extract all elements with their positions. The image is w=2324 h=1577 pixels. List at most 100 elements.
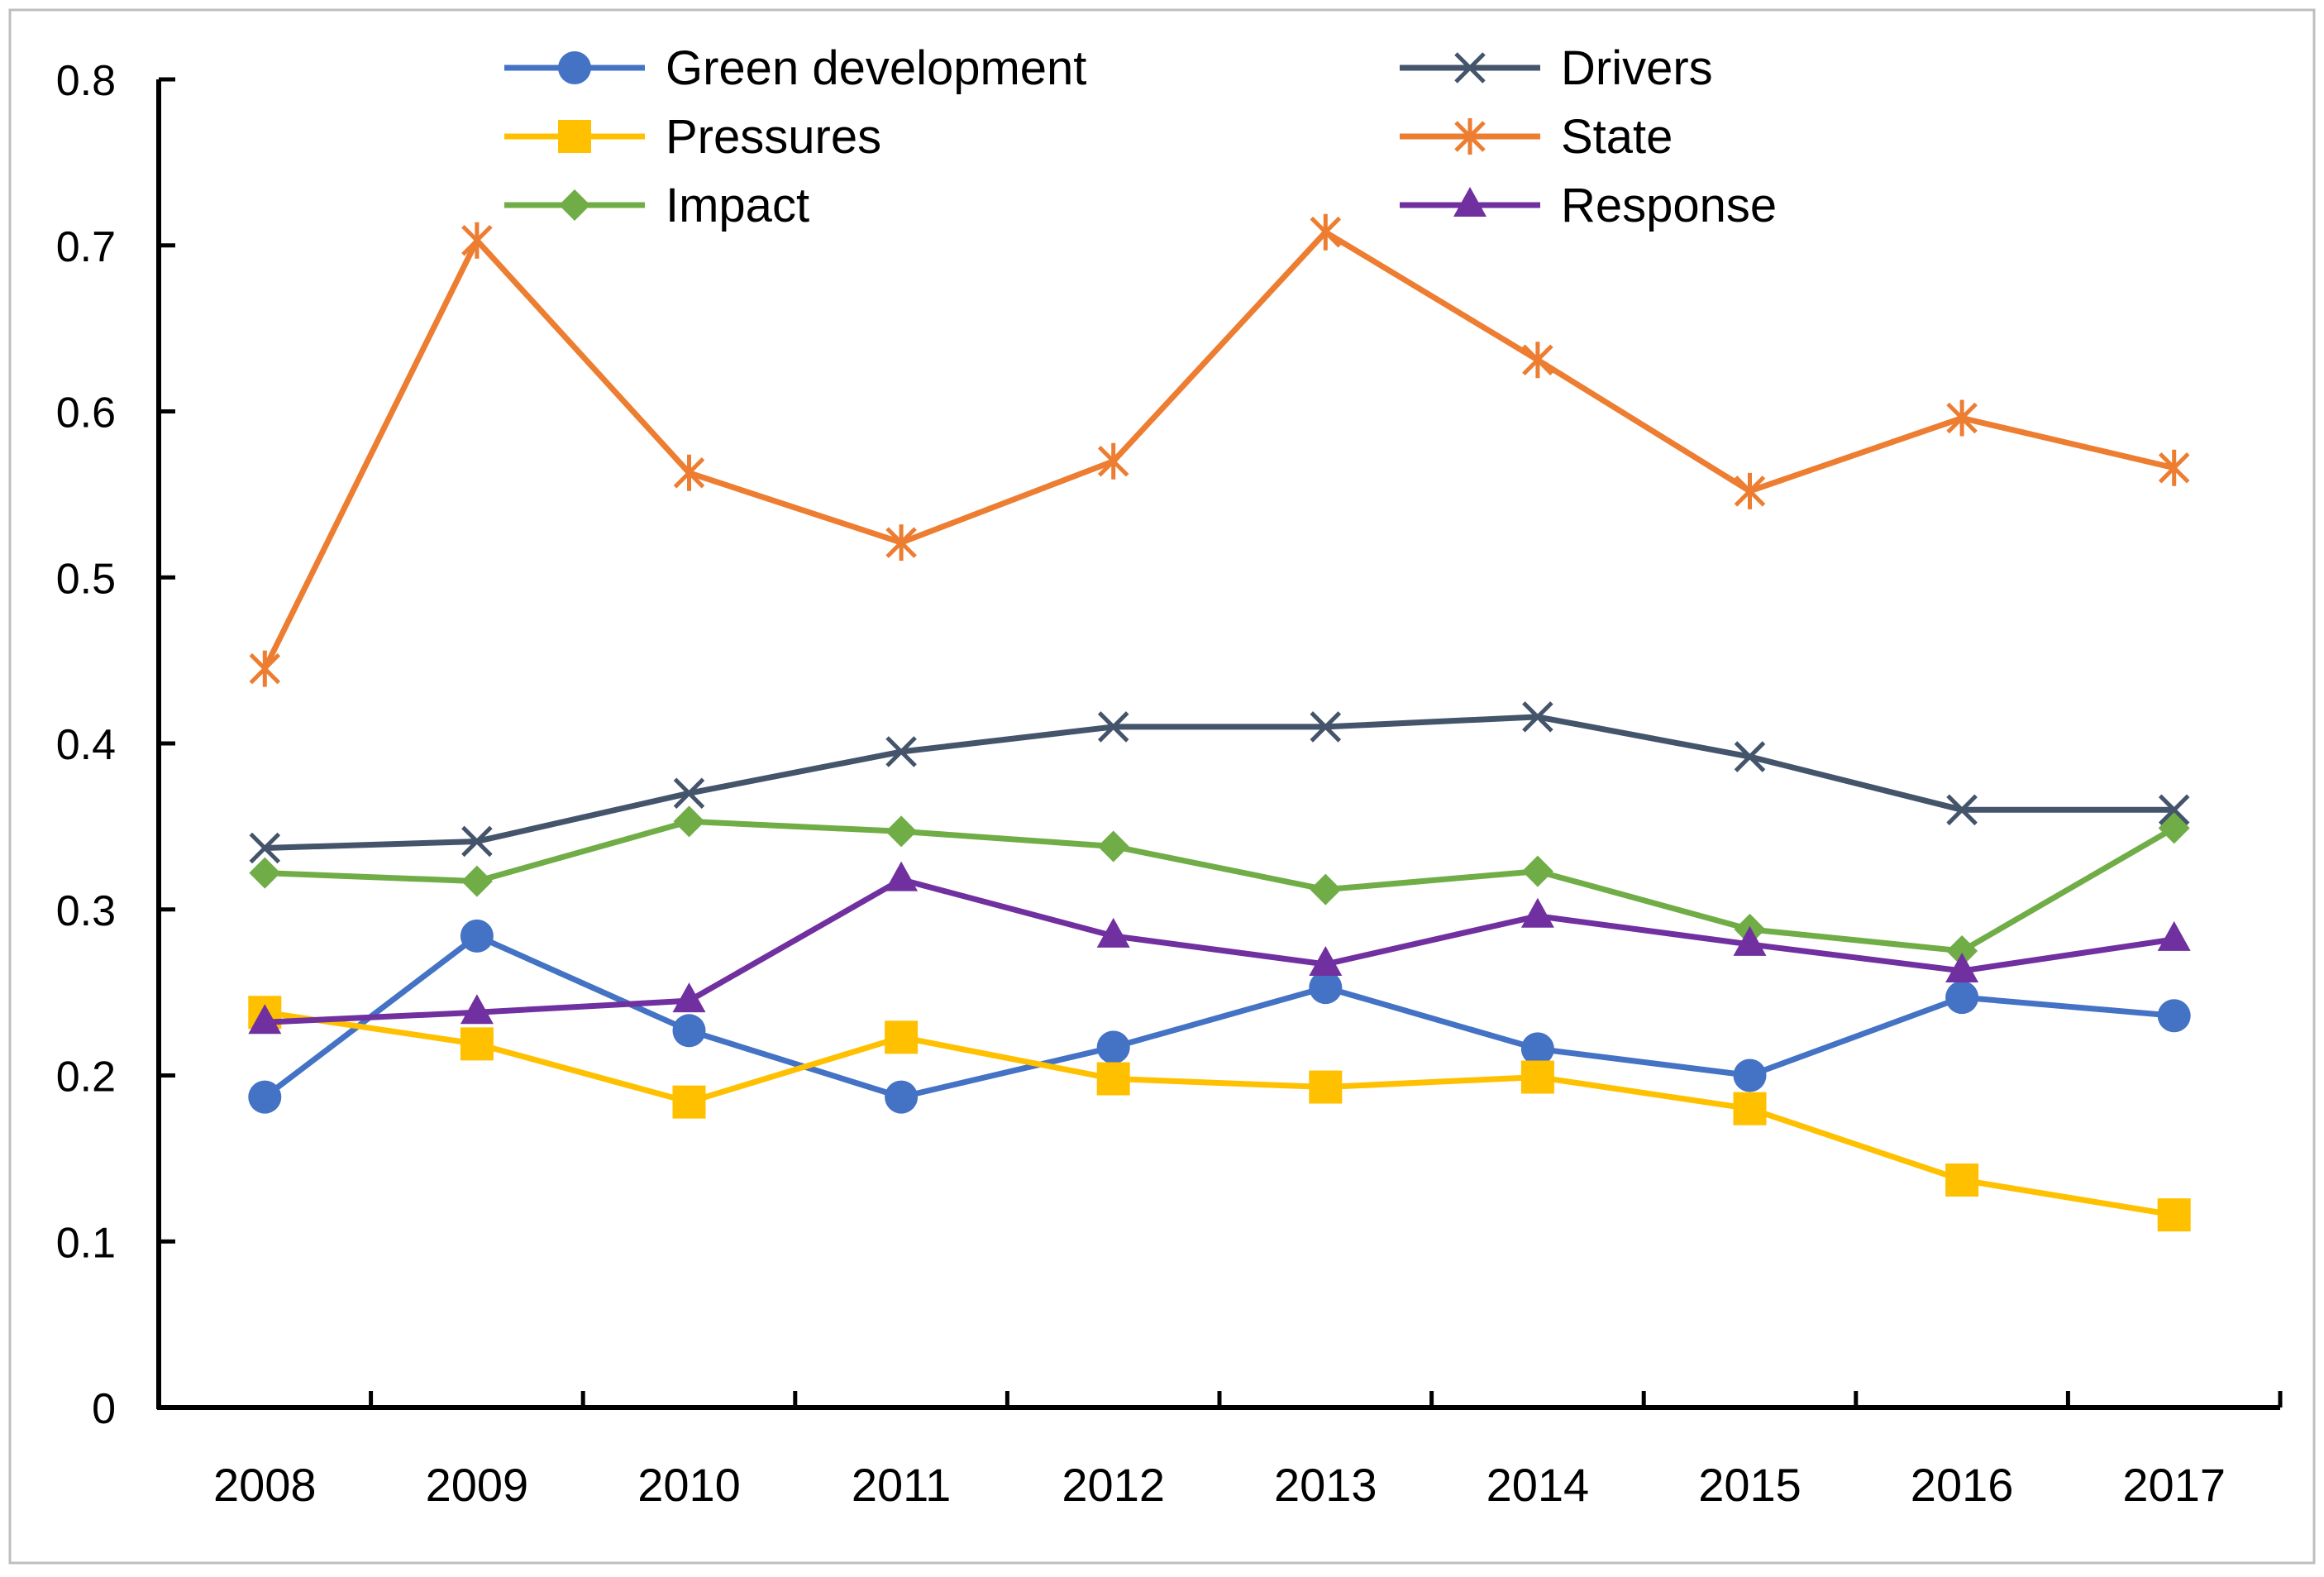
data-point-green-development (1096, 1030, 1130, 1064)
legend-marker-circle (558, 51, 591, 84)
data-point-response (1096, 917, 1130, 948)
series-impact (249, 805, 2190, 967)
data-point-drivers (1310, 711, 1342, 743)
y-tick-label: 0.6 (56, 389, 116, 437)
data-point-impact (2158, 812, 2190, 844)
data-point-drivers (1734, 741, 1766, 772)
x-tick-label: 2012 (1062, 1459, 1165, 1511)
legend-marker-diamond (559, 189, 590, 221)
x-tick-label: 2013 (1274, 1459, 1377, 1511)
data-point-drivers (461, 825, 493, 858)
y-tick-label: 0.3 (56, 887, 116, 935)
data-point-pressures (1945, 1163, 1979, 1197)
series-line-green-development (263, 933, 2175, 1101)
data-point-state (249, 650, 281, 687)
legend-item-green-development: Green development (504, 41, 1086, 95)
data-point-response (1309, 945, 1343, 976)
legend-item-pressures: Pressures (504, 110, 881, 164)
series-line-response (265, 877, 2175, 1025)
data-point-impact (249, 857, 281, 889)
data-point-state (2158, 449, 2190, 486)
series-green-development (248, 919, 2191, 1114)
legend-label: State (1561, 110, 1673, 164)
data-point-response (885, 861, 919, 891)
series-line-pressures (264, 1009, 2175, 1218)
series-line-state (262, 229, 2175, 671)
data-point-green-development (2157, 999, 2191, 1033)
legend-marker-square (558, 120, 591, 153)
data-point-green-development (1945, 981, 1979, 1015)
data-point-response (2157, 920, 2191, 951)
data-point-drivers (2158, 794, 2190, 826)
legend-label: Impact (666, 179, 809, 232)
data-point-green-development (1520, 1032, 1554, 1066)
y-tick-label: 0.2 (56, 1054, 116, 1102)
x-tick-label: 2009 (426, 1459, 529, 1511)
y-tick-label: 0.4 (56, 721, 116, 769)
data-point-pressures (1096, 1062, 1130, 1096)
data-point-impact (1310, 873, 1342, 906)
data-point-impact (1521, 855, 1553, 887)
data-point-green-development (460, 919, 494, 953)
data-point-drivers (249, 832, 281, 864)
data-point-response (460, 994, 494, 1025)
data-point-green-development (248, 1080, 282, 1114)
legend-marker-triangle (1453, 187, 1487, 217)
data-point-state (1522, 342, 1553, 379)
series-response (248, 861, 2191, 1035)
series-layer (248, 213, 2191, 1232)
x-tick-label: 2017 (2122, 1459, 2226, 1511)
legend-item-response: Response (1400, 179, 1777, 232)
data-point-impact (673, 805, 705, 838)
data-point-response (1520, 897, 1554, 928)
data-point-drivers (673, 777, 705, 809)
data-point-drivers (885, 736, 917, 767)
legend-label: Green development (666, 41, 1086, 95)
y-tick-label: 0.5 (56, 555, 116, 603)
series-line-drivers (265, 714, 2174, 851)
legend-item-impact: Impact (504, 179, 809, 232)
data-point-response (1733, 925, 1767, 956)
y-tick-label: 0.7 (56, 223, 116, 271)
data-point-pressures (460, 1027, 494, 1061)
data-point-impact (1097, 830, 1129, 863)
data-point-green-development (1309, 971, 1343, 1005)
x-tick-label: 2008 (213, 1459, 317, 1511)
x-tick-label: 2014 (1487, 1459, 1590, 1511)
y-tick-label: 0 (92, 1385, 116, 1433)
y-tick-label: 0.1 (56, 1219, 116, 1267)
data-point-pressures (885, 1020, 919, 1054)
series-drivers (249, 701, 2190, 864)
data-point-state (1310, 213, 1342, 251)
data-point-state (461, 222, 493, 259)
data-point-green-development (672, 1014, 706, 1048)
x-tick-label: 2010 (637, 1459, 741, 1511)
data-point-green-development (1733, 1059, 1767, 1092)
data-point-state (1097, 442, 1129, 480)
legend-item-drivers: Drivers (1400, 41, 1713, 95)
data-point-response (1945, 953, 1979, 983)
legend-label: Drivers (1561, 41, 1713, 95)
axes: 0 0.1 0.2 0.3 0.4 0.5 0.6 0.7 0.8 2008 2009 2010 201… (56, 57, 2283, 1511)
legend-marker-x (1454, 52, 1486, 84)
legend-marker-asterisk (1454, 118, 1486, 155)
data-point-pressures (1520, 1060, 1554, 1094)
data-point-state (1946, 399, 1978, 437)
series-line-impact (265, 818, 2176, 954)
data-point-green-development (885, 1080, 919, 1114)
data-point-state (1734, 472, 1766, 509)
data-point-drivers (1097, 711, 1129, 743)
x-tick-label: 2011 (852, 1459, 951, 1511)
data-point-drivers (1522, 701, 1553, 733)
series-state (249, 213, 2190, 687)
series-pressures (248, 996, 2191, 1232)
y-tick-label: 0.8 (56, 57, 116, 105)
chart-border (8, 8, 2316, 1565)
data-point-drivers (1946, 794, 1978, 826)
data-point-state (885, 524, 917, 562)
x-tick-label: 2016 (1911, 1459, 2014, 1511)
data-point-response (672, 982, 706, 1013)
data-point-pressures (1733, 1092, 1767, 1125)
legend-item-state: State (1400, 110, 1673, 164)
